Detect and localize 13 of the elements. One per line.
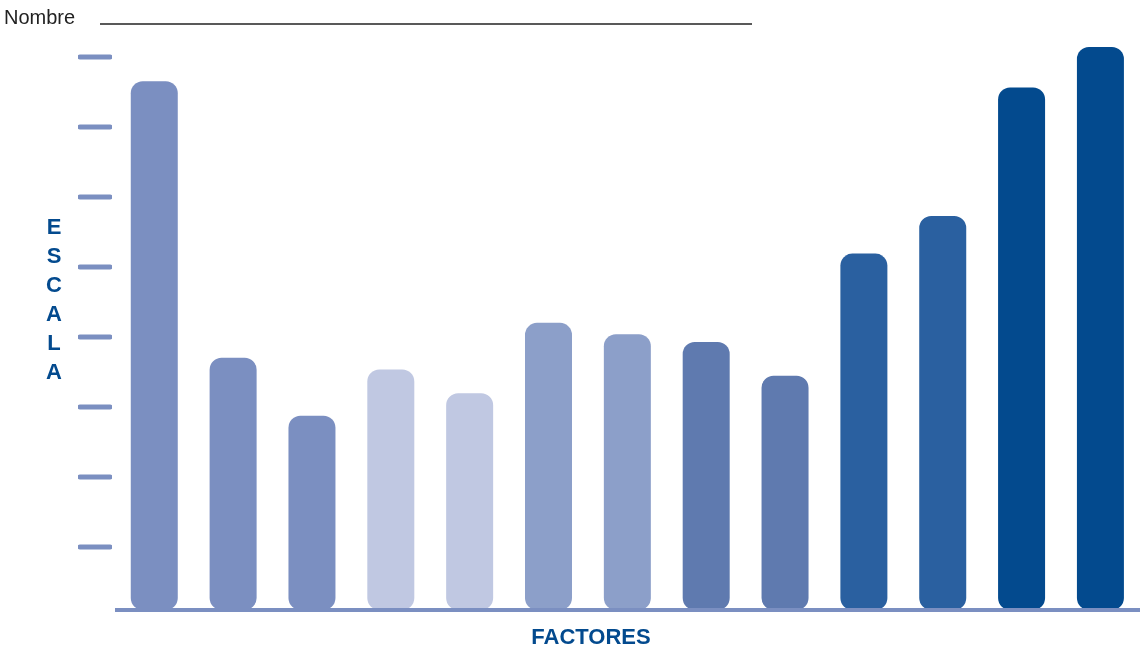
bar (367, 369, 415, 610)
x-axis-title: FACTORES (530, 624, 652, 650)
bar (682, 342, 730, 610)
text: Nombre (4, 6, 76, 29)
bar (919, 215, 967, 610)
bar (446, 393, 494, 610)
y-axis-title: ESCALA (45, 213, 63, 386)
bar (1076, 47, 1124, 610)
bar (840, 253, 888, 610)
bar (603, 334, 651, 610)
bar (525, 322, 572, 610)
bar (761, 375, 809, 610)
bar (998, 87, 1046, 610)
